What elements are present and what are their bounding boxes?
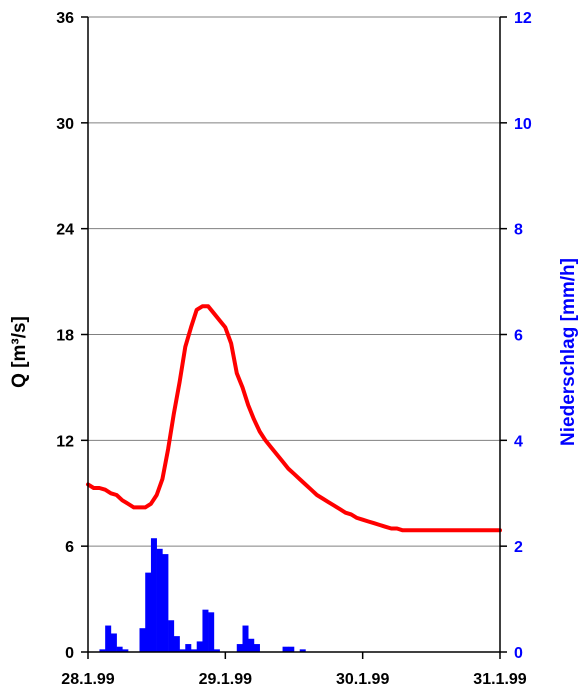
precipitation-bar bbox=[236, 644, 243, 652]
y-left-tick-label: 24 bbox=[56, 222, 74, 239]
precipitation-bar bbox=[150, 538, 157, 652]
y-left-tick-label: 12 bbox=[56, 433, 74, 450]
y-right-tick-label: 0 bbox=[514, 645, 523, 662]
precipitation-bar bbox=[122, 649, 129, 652]
y-right-tick-label: 2 bbox=[514, 539, 523, 556]
y-left-tick-label: 18 bbox=[56, 328, 74, 345]
y-axis-right-title: Niederschlag [mm/h] bbox=[558, 258, 579, 446]
precipitation-bar bbox=[179, 649, 186, 652]
precipitation-bar bbox=[168, 620, 175, 652]
y-right-tick-label: 6 bbox=[514, 328, 523, 345]
precipitation-bar bbox=[99, 649, 106, 652]
precipitation-bar bbox=[191, 649, 198, 652]
precipitation-bar bbox=[202, 609, 209, 652]
precipitation-bar bbox=[116, 646, 123, 652]
x-tick-label: 31.1.99 bbox=[473, 671, 526, 688]
grid-lines bbox=[88, 16, 500, 547]
precipitation-bar bbox=[196, 641, 203, 652]
y-right-tick-label: 4 bbox=[514, 433, 523, 450]
y-left-tick-label: 6 bbox=[65, 539, 74, 556]
precipitation-bar bbox=[208, 612, 215, 652]
tick-labels: 0 0 6 2 12 4 18 6 24 8 30 10 36 12 28.1.99 29.1.99 30.1.… bbox=[56, 10, 532, 688]
precipitation-bar bbox=[110, 633, 117, 652]
precipitation-bar bbox=[242, 625, 249, 652]
y-left-tick-label: 36 bbox=[56, 10, 74, 27]
y-right-tick-label: 10 bbox=[514, 116, 532, 133]
y-left-tick-label: 0 bbox=[65, 645, 74, 662]
precipitation-bar bbox=[162, 554, 169, 652]
discharge-line bbox=[86, 304, 502, 533]
precipitation-bar bbox=[213, 649, 220, 652]
x-tick-label: 28.1.99 bbox=[61, 671, 114, 688]
y-left-tick-label: 30 bbox=[56, 116, 74, 133]
precipitation-bar bbox=[105, 625, 112, 652]
x-tick-label: 29.1.99 bbox=[199, 671, 252, 688]
precipitation-bars bbox=[99, 538, 306, 652]
x-tick-label: 30.1.99 bbox=[336, 671, 389, 688]
precipitation-bar bbox=[299, 649, 306, 652]
y-right-tick-label: 8 bbox=[514, 222, 523, 239]
precipitation-bar bbox=[139, 628, 146, 652]
precipitation-bar bbox=[288, 646, 295, 652]
precipitation-bar bbox=[145, 572, 152, 652]
precipitation-bar bbox=[185, 644, 192, 652]
precipitation-bar bbox=[156, 548, 163, 652]
y-axis-left-title: Q [m³/s] bbox=[9, 316, 30, 388]
precipitation-bar bbox=[248, 638, 255, 652]
precipitation-bar bbox=[282, 646, 289, 652]
precipitation-bar bbox=[173, 636, 180, 652]
tick-marks bbox=[81, 16, 507, 659]
precipitation-bar bbox=[253, 644, 260, 652]
y-right-tick-label: 12 bbox=[514, 10, 532, 27]
